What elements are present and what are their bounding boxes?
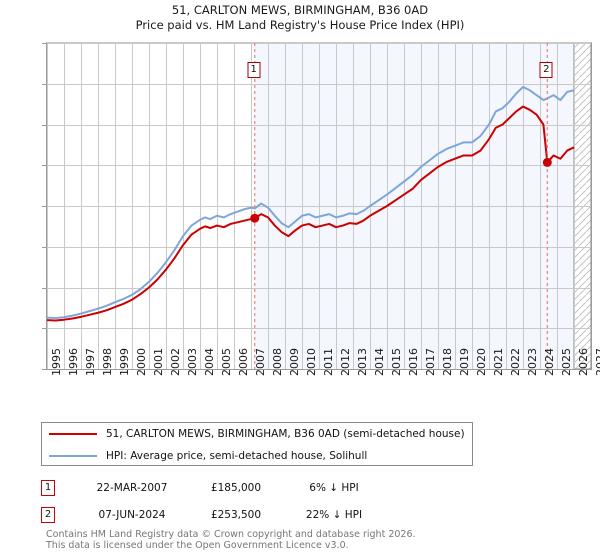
y-axis-tick [42, 328, 47, 330]
table-row: 2 07-JUN-2024 £253,500 22% ↓ HPI [41, 501, 461, 528]
y-axis-tick [42, 43, 47, 44]
transaction-price: £185,000 [210, 481, 262, 494]
x-axis-label: 1999 [118, 348, 131, 376]
y-axis-tick [42, 124, 47, 126]
y-axis-tick [42, 287, 47, 289]
x-axis-label: 1997 [84, 348, 97, 376]
transaction-date: 07-JUN-2024 [98, 508, 166, 521]
transaction-index-badge: 1 [41, 479, 55, 496]
x-axis-label: 2001 [152, 348, 165, 376]
y-axis-tick [42, 206, 47, 207]
y-axis-tick [42, 246, 47, 248]
footer-line-1: Contains HM Land Registry data © Crown c… [46, 529, 416, 540]
x-axis-label: 2015 [390, 348, 403, 376]
y-axis-tick [42, 165, 47, 167]
x-axis-label: 2018 [441, 348, 454, 376]
x-axis-label: 1998 [101, 348, 114, 376]
x-axis-label: 2012 [339, 348, 352, 376]
x-axis-label: 2002 [169, 348, 182, 376]
legend-item-property: 51, CARLTON MEWS, BIRMINGHAM, B36 0AD (s… [42, 423, 472, 445]
page-title: 51, CARLTON MEWS, BIRMINGHAM, B36 0AD Pr… [0, 0, 600, 33]
legend-label-hpi: HPI: Average price, semi-detached house,… [106, 450, 368, 462]
price-history-chart: 12£0£50K£100K£150K£200K£250K£300K£350K£4… [0, 36, 600, 376]
transaction-date: 22-MAR-2007 [96, 481, 168, 494]
x-axis-label: 2027 [594, 348, 600, 376]
x-axis-label: 2024 [543, 348, 556, 376]
x-axis-label: 2006 [237, 348, 250, 376]
x-axis-label: 2020 [475, 348, 488, 376]
x-axis-label: 2017 [424, 348, 437, 376]
x-axis-label: 2022 [509, 348, 522, 376]
x-axis-label: 2000 [135, 348, 148, 376]
x-axis-label: 2009 [288, 348, 301, 376]
transaction-index-badge: 2 [41, 506, 55, 523]
copyright-footer: Contains HM Land Registry data © Crown c… [46, 529, 416, 551]
legend-swatch-hpi [49, 455, 97, 457]
title-line-2: Price paid vs. HM Land Registry's House … [135, 18, 465, 32]
transaction-hpi-delta: 6% ↓ HPI [309, 481, 359, 494]
y-axis-tick [42, 83, 47, 85]
x-axis-label: 2004 [203, 348, 216, 376]
transaction-price: £253,500 [210, 508, 262, 521]
chart-plot-area [42, 42, 592, 370]
x-axis-label: 2010 [305, 348, 318, 376]
legend-item-hpi: HPI: Average price, semi-detached house,… [42, 445, 472, 467]
x-axis-label: 2011 [322, 348, 335, 376]
x-axis-label: 2013 [356, 348, 369, 376]
x-axis-label: 2003 [186, 348, 199, 376]
x-axis-label: 2007 [254, 348, 267, 376]
x-axis-label: 2023 [526, 348, 539, 376]
table-row: 1 22-MAR-2007 £185,000 6% ↓ HPI [41, 474, 461, 501]
chart-legend: 51, CARLTON MEWS, BIRMINGHAM, B36 0AD (s… [41, 422, 473, 466]
transaction-hpi-delta: 22% ↓ HPI [305, 508, 363, 521]
x-axis-label: 2025 [560, 348, 573, 376]
x-axis-label: 2019 [458, 348, 471, 376]
x-axis-label: 2008 [271, 348, 284, 376]
x-axis-label: 2021 [492, 348, 505, 376]
x-axis-label: 2016 [407, 348, 420, 376]
title-line-1: 51, CARLTON MEWS, BIRMINGHAM, B36 0AD [171, 3, 429, 17]
legend-swatch-property [49, 433, 97, 435]
x-axis-label: 1995 [50, 348, 63, 376]
x-axis-label: 2005 [220, 348, 233, 376]
y-axis-tick [42, 369, 47, 370]
chart-marker-badge-2: 2 [539, 62, 553, 78]
chart-marker-badge-1: 1 [247, 62, 261, 78]
x-axis-label: 2014 [373, 348, 386, 376]
x-axis-label: 1996 [67, 348, 80, 376]
legend-label-property: 51, CARLTON MEWS, BIRMINGHAM, B36 0AD (s… [106, 428, 465, 440]
transactions-table: 1 22-MAR-2007 £185,000 6% ↓ HPI 2 07-JUN… [41, 474, 461, 528]
x-axis-label: 2026 [577, 348, 590, 376]
footer-line-2: This data is licensed under the Open Gov… [46, 540, 349, 551]
